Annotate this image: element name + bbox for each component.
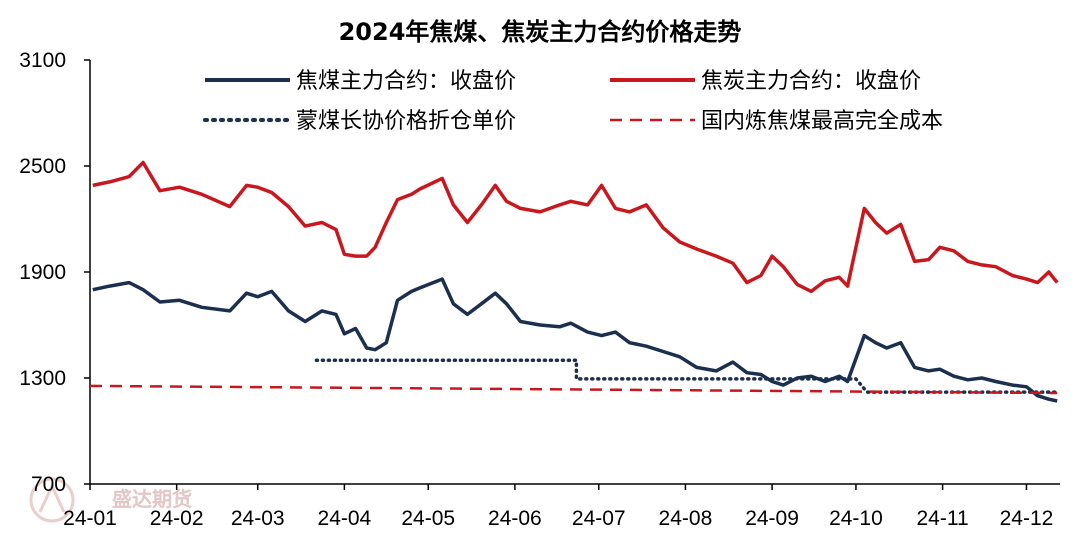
x-tick-label: 24-02	[150, 507, 204, 530]
y-tick-label: 2500	[19, 155, 66, 178]
y-tick-label: 1900	[19, 261, 66, 284]
y-tick-group: 700 1300 1900 2500 3100	[19, 49, 90, 496]
x-tick-label: 24-10	[829, 507, 883, 530]
legend-label-cost: 国内炼焦煤最高完全成本	[701, 109, 943, 134]
x-tick-label: 24-08	[659, 507, 713, 530]
watermark-logo	[29, 477, 75, 523]
mongolian-coal-line	[314, 358, 1059, 394]
chart-title: 2024年焦煤、焦炭主力合约价格走势	[339, 18, 742, 46]
y-tick-label: 700	[31, 473, 66, 496]
coking-coal-line	[92, 277, 1058, 403]
x-tick-label: 24-06	[488, 507, 542, 530]
legend-label-mongolian-coal: 蒙煤长协价格折仓单价	[296, 109, 516, 134]
coke-line	[92, 160, 1059, 294]
y-tick-label: 3100	[19, 49, 66, 72]
y-tick-label: 1300	[19, 367, 66, 390]
x-tick-group: 24-01 24-02 24-03 24-04 24-05 24-06 24-07 24-08…	[63, 484, 1053, 530]
legend-label-coke: 焦炭主力合约：收盘价	[701, 69, 921, 94]
x-tick-label: 24-01	[63, 507, 117, 530]
x-tick-label: 24-07	[572, 507, 626, 530]
x-tick-label: 24-12	[1000, 507, 1054, 530]
watermark-text: 盛达期货	[112, 487, 192, 511]
x-tick-label: 24-09	[745, 507, 799, 530]
x-tick-label: 24-04	[318, 507, 372, 530]
series-group	[89, 160, 1059, 403]
cost-line	[89, 384, 1058, 395]
x-tick-label: 24-11	[917, 507, 969, 530]
x-tick-label: 24-05	[401, 507, 455, 530]
legend: 焦煤主力合约：收盘价 焦炭主力合约：收盘价 蒙煤长协价格折仓单价 国内炼焦煤最高…	[203, 69, 943, 134]
x-tick-label: 24-03	[231, 507, 285, 530]
legend-label-coking-coal: 焦煤主力合约：收盘价	[296, 69, 516, 94]
